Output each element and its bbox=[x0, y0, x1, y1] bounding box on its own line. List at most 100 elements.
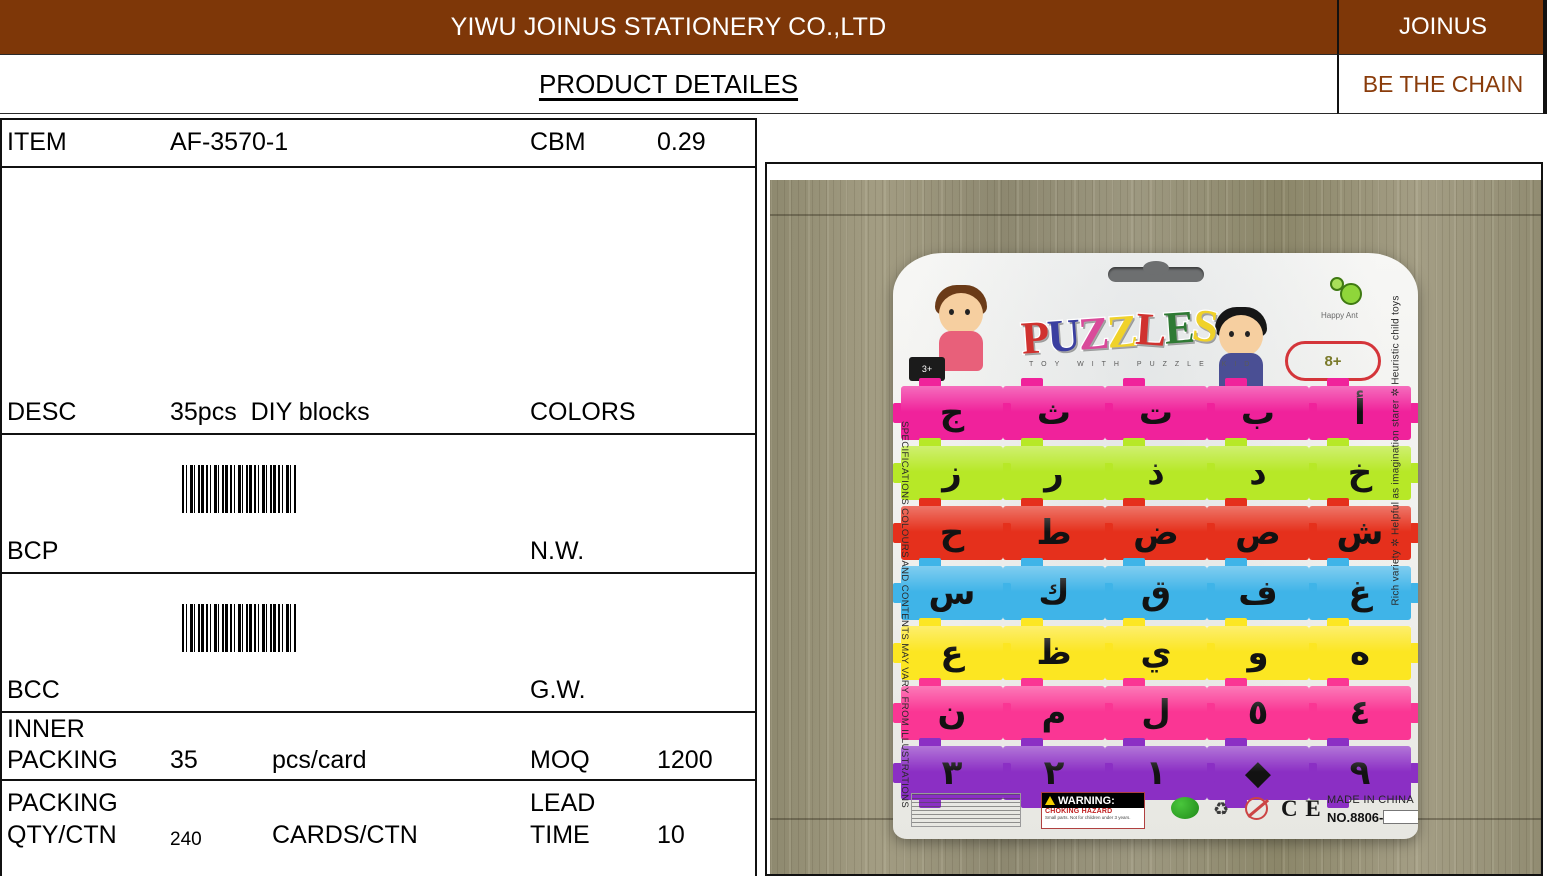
cbm-label: CBM bbox=[530, 128, 586, 156]
puzzle-letter: خ bbox=[1347, 453, 1373, 493]
inner-packing-label-line2: PACKING bbox=[7, 746, 118, 774]
puzzle-piece: ذ bbox=[1097, 438, 1215, 508]
puzzle-piece: ظ bbox=[995, 618, 1113, 688]
puzzle-piece: ح bbox=[893, 498, 1011, 568]
mascot-label: Happy Ant bbox=[1321, 311, 1358, 320]
brand-logo-cell: JOINUS bbox=[1337, 0, 1547, 55]
inner-packing-unit: pcs/card bbox=[272, 746, 367, 774]
age-ring-badge: 8+ bbox=[1285, 341, 1381, 381]
table-row-item: ITEM AF-3570-1 CBM 0.29 bbox=[2, 120, 755, 168]
girl-character-icon bbox=[925, 279, 997, 383]
card-side-text-right: Rich variety ✲ Helpful as imagination st… bbox=[1390, 295, 1402, 606]
table-row-bcp: BCP N.W. bbox=[2, 435, 755, 574]
warning-title-bar: WARNING: bbox=[1042, 793, 1144, 808]
logo-letter: S bbox=[1188, 297, 1221, 353]
puzzle-piece: ن bbox=[893, 678, 1011, 748]
colors-label: COLORS bbox=[530, 398, 636, 426]
puzzle-piece: ٤ bbox=[1301, 678, 1418, 748]
puzzle-letter: ط bbox=[1036, 513, 1072, 553]
inner-packing-qty: 35 bbox=[170, 746, 198, 774]
puzzle-letter: ض bbox=[1133, 513, 1179, 553]
puzzle-piece: ع bbox=[893, 618, 1011, 688]
puzzle-piece: ث bbox=[995, 378, 1113, 448]
slogan-cell: BE THE CHAIN bbox=[1337, 55, 1547, 114]
puzzle-letter: و bbox=[1247, 633, 1269, 673]
puzzle-letter: ٥ bbox=[1247, 693, 1269, 733]
product-photo: PUZZLES TOY WITH PUZZLE KID 3+ Happy Ant… bbox=[770, 180, 1541, 874]
puzzle-letter: ٩ bbox=[1349, 753, 1371, 793]
puzzle-piece: ل bbox=[1097, 678, 1215, 748]
logo-letter: L bbox=[1133, 302, 1168, 357]
puzzle-row-red: ش ص ض ط ح bbox=[893, 498, 1418, 568]
puzzle-letter: ص bbox=[1235, 513, 1281, 553]
item-number-blank bbox=[1383, 810, 1418, 824]
item-value: AF-3570-1 bbox=[170, 128, 289, 156]
ce-mark-icon: C E bbox=[1281, 796, 1322, 821]
page-title-cell: PRODUCT DETAILES bbox=[0, 55, 1337, 114]
item-label: ITEM bbox=[7, 128, 67, 156]
puzzle-piece: ه bbox=[1301, 618, 1418, 688]
puzzle-row-green: خ د ذ ر ز bbox=[893, 438, 1418, 508]
card-bottom-strip: WARNING: CHOKING HAZARD Small parts. Not… bbox=[893, 783, 1418, 839]
warning-label: WARNING: CHOKING HAZARD Small parts. Not… bbox=[1041, 792, 1145, 829]
made-in-text: MADE IN CHINA bbox=[1327, 794, 1415, 806]
brand-slogan: BE THE CHAIN bbox=[1362, 70, 1524, 97]
wood-seam bbox=[770, 214, 1541, 216]
puzzle-letter: ر bbox=[1044, 453, 1064, 493]
puzzle-letter: د bbox=[1249, 453, 1267, 493]
puzzle-piece: ت bbox=[1097, 378, 1215, 448]
puzzle-letter: ج bbox=[939, 393, 965, 433]
puzzle-piece: ص bbox=[1199, 498, 1317, 568]
puzzle-row-yellow: ه و ي ظ ع bbox=[893, 618, 1418, 688]
nw-label: N.W. bbox=[530, 537, 585, 565]
puzzle-letter: ◆ bbox=[1244, 753, 1272, 793]
recycle-icon: ♻ bbox=[1213, 799, 1230, 819]
puzzle-piece: ز bbox=[893, 438, 1011, 508]
puzzle-letter: ظ bbox=[1036, 633, 1072, 673]
moq-value: 1200 bbox=[657, 746, 713, 774]
gw-label: G.W. bbox=[530, 676, 586, 704]
puzzle-piece: د bbox=[1199, 438, 1317, 508]
age-badge-text: 3+ bbox=[921, 364, 933, 374]
desc-label: DESC bbox=[7, 398, 77, 426]
puzzle-piece: ي bbox=[1097, 618, 1215, 688]
bcc-label: BCC bbox=[7, 676, 60, 704]
packing-qty-label-line1: PACKING bbox=[7, 789, 118, 817]
lead-time-value: 10 bbox=[657, 821, 685, 849]
header-top-row: YIWU JOINUS STATIONERY CO.,LTD JOINUS bbox=[0, 0, 1547, 55]
puzzle-piece: ض bbox=[1097, 498, 1215, 568]
puzzle-piece: ق bbox=[1097, 558, 1215, 628]
puzzle-letter: ذ bbox=[1147, 453, 1165, 493]
cbm-value: 0.29 bbox=[657, 128, 706, 156]
table-row-bcc: BCC G.W. bbox=[2, 574, 755, 713]
spec-table: ITEM AF-3570-1 CBM 0.29 DESC 35pcs DIY b… bbox=[0, 118, 757, 876]
puzzle-letter: ٤ bbox=[1349, 693, 1371, 733]
puzzle-letter: ن bbox=[937, 693, 967, 733]
header-title-row: PRODUCT DETAILES BE THE CHAIN bbox=[0, 55, 1547, 114]
puzzle-letter: ٢ bbox=[1043, 753, 1065, 793]
packing-qty-unit: CARDS/CTN bbox=[272, 821, 418, 849]
bcc-barcode-image bbox=[182, 604, 297, 652]
item-number-row: NO.8806- bbox=[1327, 810, 1418, 825]
green-dot-icon bbox=[1171, 797, 1199, 819]
ant-mascot-icon bbox=[1328, 271, 1372, 311]
card-subtitle: TOY WITH PUZZLE KID bbox=[1029, 361, 1258, 368]
table-row-packing-qty: PACKING QTY/CTN 240 CARDS/CTN LEAD TIME … bbox=[2, 781, 755, 876]
puzzle-row-blue: غ ف ق ك س bbox=[893, 558, 1418, 628]
puzzle-row-pink: أ ب ت ث ج bbox=[893, 378, 1418, 448]
puzzle-row-magenta: ٤ ٥ ل م ن bbox=[893, 678, 1418, 748]
puzzle-piece: ط bbox=[995, 498, 1113, 568]
logo-letter: Z bbox=[1075, 306, 1110, 361]
puzzle-letter: ي bbox=[1140, 633, 1172, 673]
logo-letter: Z bbox=[1104, 304, 1139, 359]
warning-fineprint: Small parts. Not for children under 3 ye… bbox=[1045, 815, 1131, 820]
puzzle-piece: م bbox=[995, 678, 1113, 748]
desc-value: 35pcs DIY blocks bbox=[170, 398, 370, 426]
puzzle-piece: ف bbox=[1199, 558, 1317, 628]
header-right-edge bbox=[1543, 0, 1547, 114]
product-photo-frame: PUZZLES TOY WITH PUZZLE KID 3+ Happy Ant… bbox=[765, 162, 1543, 876]
table-row-desc: DESC 35pcs DIY blocks COLORS bbox=[2, 168, 755, 435]
puzzle-piece: و bbox=[1199, 618, 1317, 688]
warning-hazard-text: CHOKING HAZARD bbox=[1045, 808, 1113, 815]
